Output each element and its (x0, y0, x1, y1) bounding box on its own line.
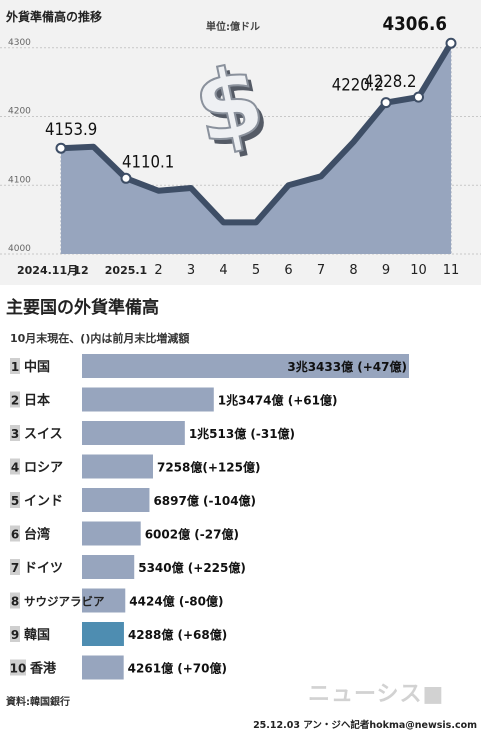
svg-text:$: $ (185, 43, 274, 166)
x-tick-label: 2 (154, 263, 162, 278)
bar (82, 488, 150, 512)
value-label: 7258億(+125億) (157, 460, 260, 475)
rank-badge (10, 659, 26, 676)
x-tick-label: 2025.1 (105, 264, 147, 277)
category-label: 中国 (24, 359, 50, 375)
value-label: 6002億 (-27億) (145, 527, 239, 542)
bar (82, 454, 153, 479)
x-tick-label: 2024.11月 (17, 264, 78, 277)
rank-number: 8 (11, 595, 19, 609)
value-label: 1兆3474億 (+61億) (218, 393, 338, 408)
rank-badge (10, 425, 20, 441)
line-chart-unit-label: 単位:億ドル (206, 22, 260, 33)
bar (82, 555, 135, 579)
rank-badge (10, 592, 20, 609)
bar (82, 387, 214, 412)
dollar-sign-icon: $ $ (184, 42, 279, 171)
bar-chart-subtitle: 10月末現在、()内は前月末比増減額 (10, 332, 190, 345)
x-tick-label: 7 (317, 263, 325, 278)
x-tick-label: 8 (349, 263, 357, 278)
value-label: 4288億 (+68億) (128, 627, 227, 642)
category-label: 台湾 (24, 527, 50, 543)
source-note: 資料:韓国銀行 (6, 697, 70, 708)
category-label: 日本 (24, 393, 50, 409)
y-tick-label: 4000 (8, 244, 31, 254)
rank-badge (10, 391, 20, 408)
rank-number: 6 (11, 528, 19, 542)
line-chart-title: 外貨準備高の推移 (6, 10, 103, 24)
rank-badge (10, 525, 20, 542)
data-point-marker (55, 142, 67, 154)
data-label: 4153.9 (45, 119, 97, 139)
x-tick-label: 10 (410, 263, 427, 278)
x-tick-label: 3 (187, 263, 195, 278)
rank-number: 10 (10, 662, 27, 676)
area-fill (61, 43, 451, 255)
x-tick-label: 5 (252, 263, 260, 278)
x-tick-label: 6 (284, 263, 292, 278)
rank-badge (10, 626, 20, 642)
category-label: スイス (24, 427, 63, 442)
value-label: 3兆3433億 (+47億) (287, 359, 407, 374)
value-label: 4424億 (-80億) (129, 594, 223, 609)
data-label: 4306.6 (383, 13, 447, 35)
data-point-marker (413, 91, 424, 103)
x-tick-label: 4 (219, 263, 227, 278)
bar (82, 354, 409, 378)
bar-chart: 1 中国 3兆3433億 (+47億) 2 日本 1兆3474億 (+61億) 3 スイス 1兆… (10, 354, 409, 680)
y-tick-label: 4300 (8, 38, 31, 48)
x-tick-label: 9 (382, 263, 390, 278)
x-tick-label: 11 (443, 263, 460, 278)
bar (82, 421, 185, 445)
bar-chart-title: 主要国の外貨準備高 (6, 298, 159, 318)
data-point-marker (120, 172, 132, 184)
rank-number: 2 (11, 394, 19, 408)
rank-number: 1 (11, 360, 19, 374)
newsis-watermark: ニューシス■ (308, 682, 445, 707)
data-point-marker (380, 97, 392, 109)
rank-number: 5 (11, 494, 19, 508)
rank-number: 7 (11, 561, 19, 575)
bar (82, 588, 126, 613)
category-label: 韓国 (24, 627, 50, 643)
bar (82, 521, 141, 546)
data-point-marker (445, 37, 457, 49)
data-label: 4220.2 (332, 75, 384, 95)
x-tick-label: 12 (73, 264, 88, 277)
rank-badge (10, 358, 20, 374)
credit-note: 25.12.03 アン・ジヘ記者hokma@newsis.com (253, 720, 477, 731)
data-label: 4110.1 (122, 151, 174, 171)
rank-badge (10, 458, 20, 475)
value-label: 5340億 (+225億) (138, 560, 246, 575)
rank-badge (10, 492, 20, 508)
rank-number: 9 (11, 628, 19, 642)
rank-badge (10, 559, 20, 575)
data-label: 4228.2 (364, 71, 416, 91)
bar (82, 655, 124, 680)
rank-number: 3 (11, 427, 19, 441)
value-label: 6897億 (-104億) (153, 493, 256, 508)
rank-number: 4 (11, 461, 19, 475)
y-tick-label: 4100 (8, 175, 31, 185)
bar (82, 622, 124, 646)
category-label: インド (24, 494, 63, 509)
y-tick-label: 4200 (8, 107, 31, 117)
value-label: 4261億 (+70億) (128, 661, 227, 676)
category-label: ドイツ (24, 561, 63, 576)
value-label: 1兆513億 (-31億) (189, 426, 295, 441)
category-label: サウジアラビア (24, 595, 105, 609)
category-label: 香港 (29, 661, 57, 677)
category-label: ロシア (24, 461, 63, 476)
